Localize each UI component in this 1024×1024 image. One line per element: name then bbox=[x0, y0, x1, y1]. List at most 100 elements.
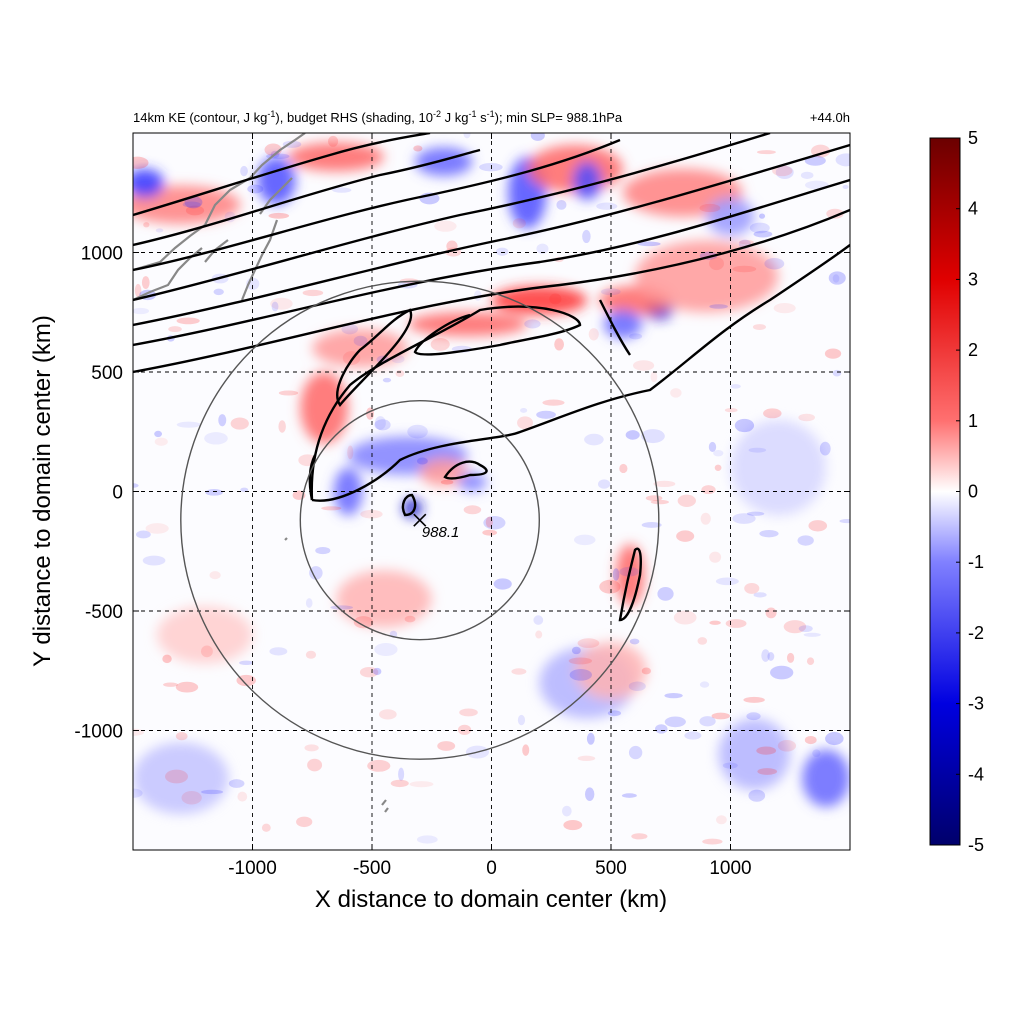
shading-texture bbox=[716, 815, 727, 825]
colorbar-tick-label: 0 bbox=[968, 482, 978, 502]
shading-texture bbox=[236, 674, 256, 687]
shading-texture bbox=[753, 592, 767, 598]
shading-texture bbox=[176, 421, 201, 428]
shading-texture bbox=[330, 605, 353, 610]
shading-texture bbox=[621, 793, 637, 798]
radius-circle-1000km bbox=[180, 280, 660, 760]
shading-texture bbox=[328, 135, 339, 147]
shading-texture bbox=[600, 288, 621, 296]
shading-texture bbox=[315, 546, 331, 555]
shading-texture bbox=[201, 789, 224, 795]
y-axis-title: Y distance to domain center (km) bbox=[29, 315, 56, 667]
shading-texture bbox=[563, 820, 583, 831]
shading-texture bbox=[756, 746, 777, 755]
colorbar-gradient bbox=[929, 137, 961, 846]
shading-texture bbox=[763, 408, 782, 419]
title-sup-2: -2 bbox=[433, 109, 441, 119]
shading-region-0 bbox=[133, 185, 241, 224]
shading-texture bbox=[828, 271, 846, 285]
shading-texture bbox=[711, 712, 730, 720]
shading-texture bbox=[670, 388, 682, 398]
shading-texture bbox=[786, 652, 795, 663]
shading-texture bbox=[584, 433, 604, 446]
shading-region-3 bbox=[288, 142, 384, 172]
shading-texture bbox=[270, 297, 293, 310]
shading-texture bbox=[237, 791, 248, 802]
shading-texture bbox=[803, 632, 821, 637]
shading-texture bbox=[650, 371, 658, 383]
shading-texture bbox=[463, 505, 482, 515]
shading-texture bbox=[748, 789, 766, 802]
shading-texture bbox=[184, 196, 203, 209]
shading-texture bbox=[434, 220, 457, 232]
shading-texture bbox=[168, 326, 182, 333]
shading-texture bbox=[619, 463, 628, 474]
shading-texture bbox=[536, 410, 556, 419]
shading-texture bbox=[321, 506, 342, 511]
shading-texture bbox=[764, 257, 785, 270]
shading-texture bbox=[607, 710, 622, 717]
shading-texture bbox=[819, 441, 831, 456]
shading-texture bbox=[459, 708, 478, 717]
shading-texture bbox=[133, 307, 150, 315]
shading-texture bbox=[437, 741, 456, 751]
shading-texture bbox=[699, 681, 710, 688]
shading-texture bbox=[777, 740, 797, 752]
shading-texture bbox=[135, 530, 151, 539]
shading-texture bbox=[577, 755, 596, 762]
x-tick-label: -1000 bbox=[228, 858, 277, 879]
shading-texture bbox=[664, 693, 683, 699]
time-label: +44.0h bbox=[810, 110, 850, 125]
shading-texture bbox=[382, 377, 392, 383]
shading-region-29 bbox=[133, 742, 229, 815]
shading-region-4 bbox=[415, 147, 473, 177]
shading-texture bbox=[353, 616, 374, 629]
colorbar-tick-label: 1 bbox=[968, 411, 978, 431]
shading-texture bbox=[517, 416, 533, 430]
shading-texture bbox=[584, 787, 595, 802]
shading-texture bbox=[305, 650, 317, 659]
shading-texture bbox=[213, 288, 224, 296]
shading-texture bbox=[261, 823, 271, 832]
shading-texture bbox=[697, 637, 708, 645]
shading-texture bbox=[483, 516, 506, 530]
shading-region-30 bbox=[730, 419, 827, 516]
shading-texture bbox=[556, 199, 567, 210]
shading-texture bbox=[709, 620, 721, 625]
shading-texture bbox=[596, 202, 618, 210]
shading-region-7 bbox=[572, 161, 602, 200]
shading-texture bbox=[708, 441, 717, 452]
shading-region-31 bbox=[634, 240, 779, 313]
shading-texture bbox=[542, 399, 565, 406]
shading-texture bbox=[746, 712, 761, 721]
shading-texture bbox=[154, 430, 162, 438]
shading-texture bbox=[637, 241, 661, 247]
shading-texture bbox=[825, 732, 844, 746]
shading-texture bbox=[713, 449, 724, 457]
shading-texture bbox=[571, 646, 581, 655]
colorbar-tick-label: -5 bbox=[968, 835, 984, 855]
shading-texture bbox=[154, 437, 168, 446]
shading-texture bbox=[748, 447, 767, 453]
shading-texture bbox=[209, 571, 221, 580]
shading-texture bbox=[379, 709, 397, 720]
shading-texture bbox=[806, 657, 815, 665]
shading-region-18 bbox=[333, 467, 363, 516]
shading-texture bbox=[732, 265, 757, 273]
shading-texture bbox=[175, 732, 188, 741]
shading-texture bbox=[749, 222, 770, 234]
shading-texture bbox=[374, 642, 398, 657]
shading-texture bbox=[835, 153, 850, 167]
shading-texture bbox=[586, 732, 595, 745]
shading-texture bbox=[440, 479, 454, 485]
shading-texture bbox=[269, 647, 288, 656]
shading-texture bbox=[641, 429, 665, 444]
shading-region-27 bbox=[718, 718, 791, 791]
shading-texture bbox=[598, 479, 611, 489]
shading-texture bbox=[783, 620, 807, 634]
shading-texture bbox=[347, 445, 354, 460]
shading-texture bbox=[205, 489, 223, 496]
shading-texture bbox=[629, 638, 640, 645]
shading-texture bbox=[709, 256, 724, 271]
shading-texture bbox=[629, 333, 643, 340]
